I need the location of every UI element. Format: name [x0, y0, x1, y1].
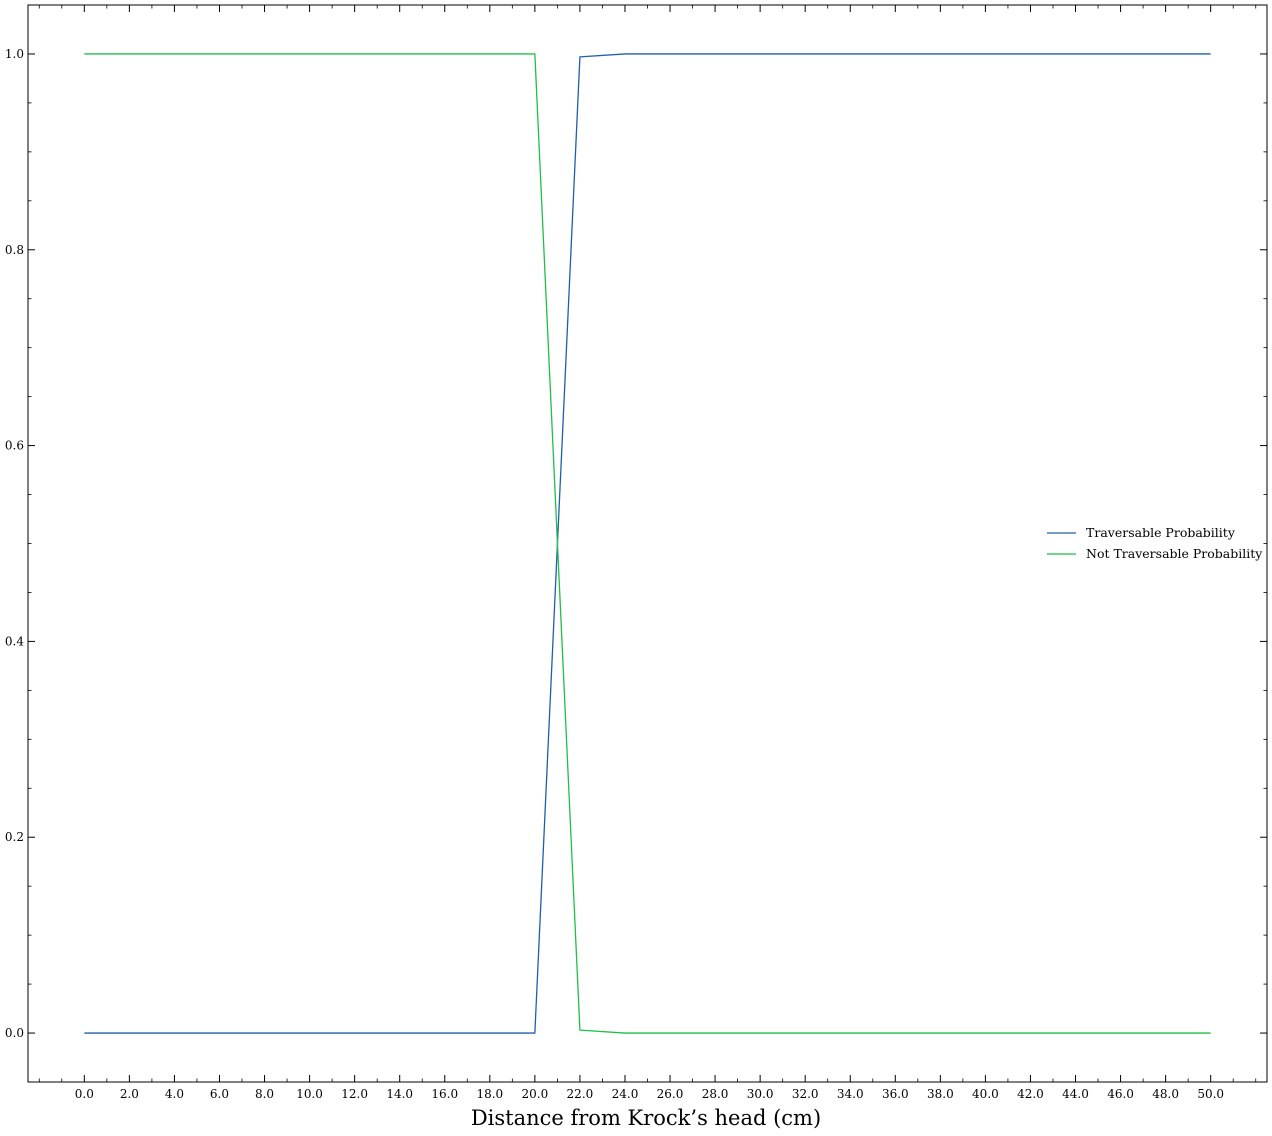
y-tick-label: 0.2 — [5, 830, 24, 844]
x-tick-label: 28.0 — [702, 1087, 729, 1101]
x-tick-label: 50.0 — [1197, 1087, 1224, 1101]
x-tick-label: 10.0 — [296, 1087, 323, 1101]
y-tick-label: 0.0 — [5, 1026, 24, 1040]
x-tick-label: 46.0 — [1107, 1087, 1134, 1101]
x-tick-label: 18.0 — [476, 1087, 503, 1101]
x-tick-label: 4.0 — [165, 1087, 184, 1101]
x-tick-label: 36.0 — [882, 1087, 909, 1101]
x-tick-label: 20.0 — [522, 1087, 549, 1101]
series-line-traversable — [84, 53, 1211, 1034]
x-tick-label: 6.0 — [210, 1087, 229, 1101]
y-tick-label: 0.8 — [5, 243, 24, 257]
x-tick-label: 12.0 — [341, 1087, 368, 1101]
x-tick-label: 38.0 — [927, 1087, 954, 1101]
legend-label: Traversable Probability — [1086, 525, 1236, 540]
x-tick-label: 2.0 — [120, 1087, 139, 1101]
x-tick-label: 24.0 — [612, 1087, 639, 1101]
axis-ticks: 0.0 2.0 4.0 6.0 8.0 10.0 12.0 14.0 16.0 18.0 20.0 2… — [5, 4, 1267, 1101]
legend-label: Not Traversable Probability — [1086, 546, 1263, 561]
series-line-not-traversable — [84, 53, 1211, 1034]
x-tick-label: 26.0 — [657, 1087, 684, 1101]
x-tick-label: 14.0 — [386, 1087, 413, 1101]
y-tick-label: 0.4 — [5, 634, 24, 648]
x-tick-label: 22.0 — [567, 1087, 594, 1101]
x-tick-label: 0.0 — [75, 1087, 94, 1101]
x-tick-label: 30.0 — [747, 1087, 774, 1101]
x-tick-label: 48.0 — [1152, 1087, 1179, 1101]
y-tick-label: 0.6 — [5, 439, 24, 453]
x-tick-label: 34.0 — [837, 1087, 864, 1101]
x-tick-label: 44.0 — [1062, 1087, 1089, 1101]
x-tick-label: 8.0 — [255, 1087, 274, 1101]
x-tick-label: 42.0 — [1017, 1087, 1044, 1101]
x-tick-label: 16.0 — [431, 1087, 458, 1101]
x-tick-label: 32.0 — [792, 1087, 819, 1101]
series-layer — [84, 53, 1211, 1034]
plot-frame — [27, 4, 1268, 1083]
x-axis-label: Distance from Krock’s head (cm) — [471, 1106, 821, 1130]
legend: Traversable Probability Not Traversable P… — [1047, 525, 1263, 561]
y-tick-label: 1.0 — [5, 47, 24, 61]
x-tick-label: 40.0 — [972, 1087, 999, 1101]
